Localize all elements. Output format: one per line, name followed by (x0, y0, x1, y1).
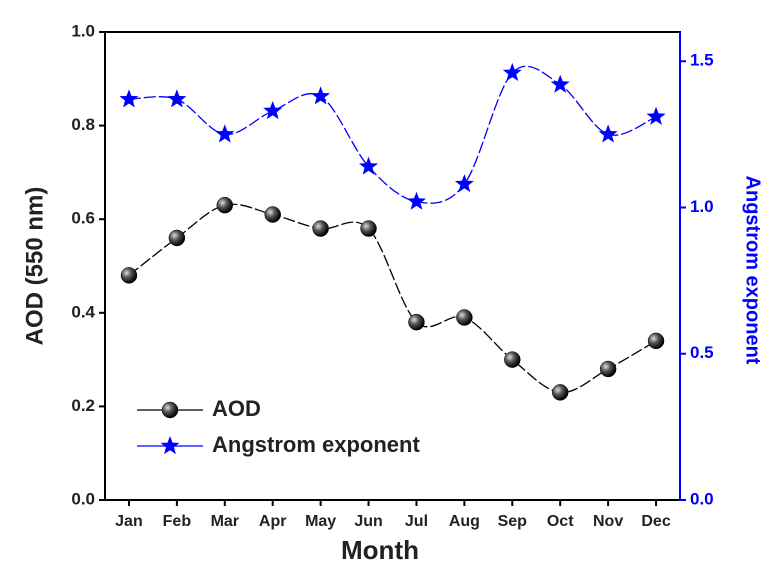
star-marker (406, 191, 426, 210)
x-tick-label: May (305, 513, 336, 530)
x-tick-label: Jul (405, 513, 428, 530)
y-tick-label: 1.0 (71, 21, 95, 40)
star-marker (359, 156, 379, 175)
y-tick-label: 0.2 (71, 396, 95, 415)
y2-axis-label: Angstrom exponent (742, 176, 764, 365)
y-tick-label: 0.6 (71, 209, 95, 228)
star-marker (167, 89, 187, 108)
x-tick-label: Dec (641, 513, 670, 530)
star-marker (119, 89, 139, 108)
y-tick-label: 0.4 (71, 302, 95, 321)
x-tick-label: Nov (593, 513, 623, 530)
series-line (128, 203, 657, 394)
y2-tick-label: 0.5 (690, 343, 714, 362)
ball-marker (168, 229, 186, 247)
star-marker (598, 124, 618, 143)
y2-tick-label: 1.0 (690, 197, 714, 216)
ball-marker (312, 220, 329, 237)
ball-marker (264, 206, 281, 223)
plot-frame (104, 31, 681, 501)
y2-tick-label: 0.0 (690, 489, 714, 508)
ball-marker (216, 196, 234, 214)
star-marker (160, 436, 180, 455)
x-tick-label: Jun (354, 513, 382, 530)
x-tick-label: Mar (211, 513, 239, 530)
y2-tick-label: 1.5 (690, 51, 714, 70)
ball-marker (647, 332, 665, 350)
y-tick-label: 0.0 (71, 489, 95, 508)
y-axis-label: AOD (550 nm) (21, 187, 48, 346)
y-tick-label: 0.8 (71, 115, 95, 134)
ball-marker (504, 351, 521, 368)
star-marker (215, 124, 235, 143)
ball-marker (161, 401, 179, 419)
x-tick-label: Oct (547, 513, 574, 530)
x-axis-label: Month (341, 535, 419, 565)
x-tick-label: Sep (498, 513, 528, 530)
x-tick-label: Jan (115, 513, 143, 530)
ball-marker (456, 309, 473, 326)
ball-marker (551, 384, 569, 401)
ball-marker (360, 220, 377, 237)
x-tick-label: Feb (163, 513, 192, 530)
legend-label: AOD (212, 396, 261, 421)
ball-marker (408, 313, 425, 331)
star-marker (550, 74, 570, 93)
star-marker (502, 62, 522, 81)
series-line (128, 65, 657, 204)
star-marker (311, 86, 331, 105)
star-marker (263, 101, 283, 120)
x-tick-label: Apr (259, 513, 287, 530)
x-tick-label: Aug (449, 513, 480, 530)
ball-marker (120, 267, 138, 284)
ball-marker (599, 360, 617, 378)
star-marker (646, 106, 666, 125)
legend-label: Angstrom exponent (212, 432, 420, 457)
star-marker (454, 174, 474, 193)
